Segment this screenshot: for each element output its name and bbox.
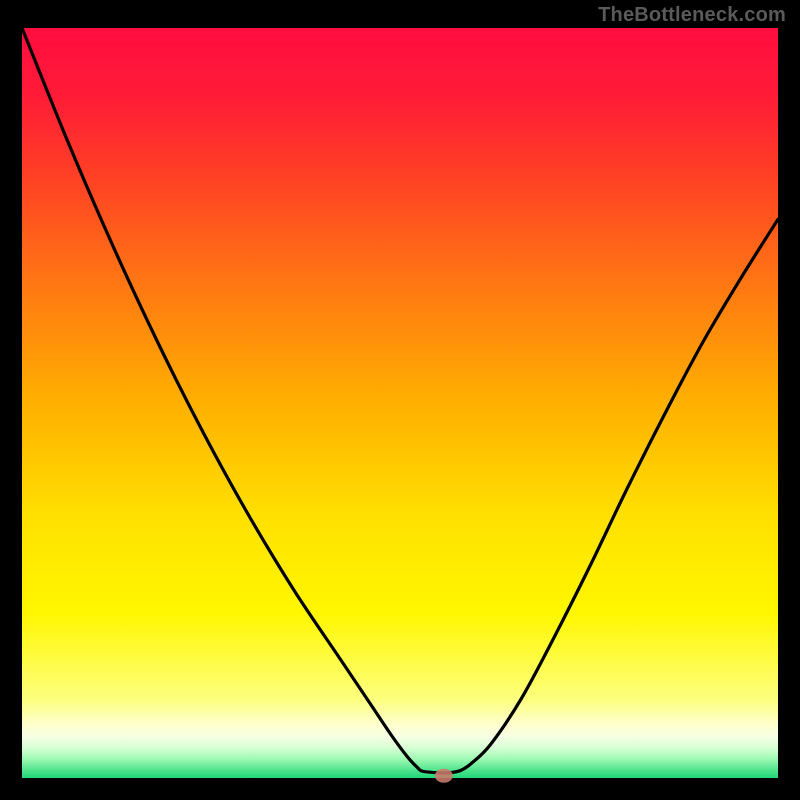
watermark-text: TheBottleneck.com xyxy=(598,4,786,27)
chart-container: TheBottleneck.com xyxy=(0,0,800,800)
optimal-marker xyxy=(435,769,453,783)
bottleneck-chart xyxy=(0,0,800,800)
plot-background xyxy=(22,28,778,778)
